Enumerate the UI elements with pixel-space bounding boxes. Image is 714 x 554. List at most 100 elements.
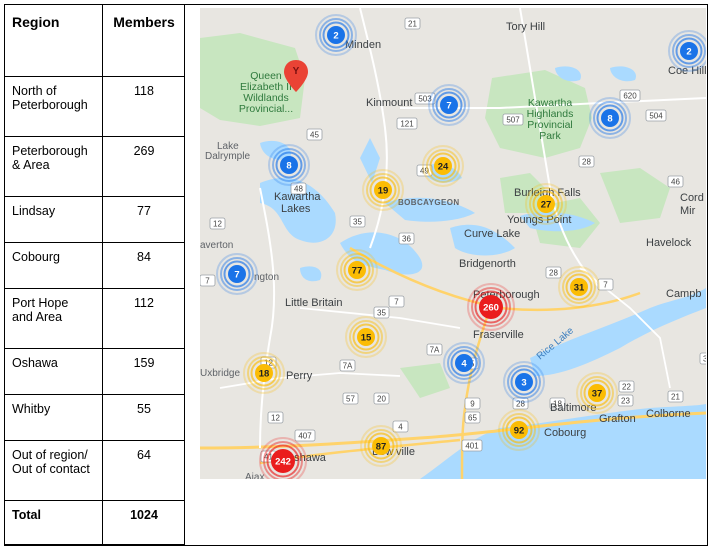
members-header: Members: [102, 4, 185, 77]
place-label: Mir: [680, 205, 696, 217]
park-label: Provincial: [527, 119, 573, 131]
marker-cluster-blue[interactable]: 3: [503, 361, 545, 403]
marker-cluster-blue[interactable]: 2: [315, 14, 357, 56]
route-shield: 18: [549, 397, 566, 410]
route-shield: 48: [290, 182, 307, 195]
route-shield: 65: [464, 411, 481, 424]
svg-text:Y: Y: [293, 66, 300, 77]
place-label: Lakes: [281, 203, 311, 215]
place-label: Little Britain: [285, 297, 342, 309]
marker-cluster-orange[interactable]: 18: [243, 352, 285, 394]
route-shield: 4: [392, 420, 409, 433]
marker-cluster-blue[interactable]: 8: [268, 144, 310, 186]
svg-text:45: 45: [310, 131, 319, 140]
route-shield: 503: [414, 92, 436, 105]
svg-text:48: 48: [294, 185, 303, 194]
route-shield: 35: [373, 306, 390, 319]
location-pin[interactable]: Y: [284, 60, 308, 92]
svg-text:18: 18: [553, 400, 562, 409]
marker-cluster-blue[interactable]: 2: [668, 30, 706, 72]
table-header-row: Region Members: [4, 4, 185, 77]
region-members-table: Region Members North of Peterborough 118 …: [4, 4, 185, 545]
members-cell: 64: [102, 440, 185, 501]
marker-cluster-blue[interactable]: 4: [443, 342, 485, 384]
svg-text:9: 9: [470, 400, 475, 409]
table-row: Port Hope and Area 112: [4, 288, 185, 349]
place-label: Lake: [217, 141, 239, 152]
route-shield: 12: [209, 217, 226, 230]
svg-text:18: 18: [259, 369, 270, 380]
place-label: Colborne: [646, 408, 691, 420]
park-label: Kawartha: [528, 97, 573, 109]
svg-text:620: 620: [623, 92, 637, 101]
marker-cluster-red[interactable]: 260: [467, 283, 515, 331]
route-shield: 121: [396, 117, 418, 130]
marker-cluster-orange[interactable]: 92: [498, 409, 540, 451]
place-label: Minden: [345, 39, 381, 51]
members-cell: 112: [102, 288, 185, 349]
marker-cluster-orange[interactable]: 87: [360, 425, 402, 467]
marker-cluster-blue[interactable]: 8: [589, 97, 631, 139]
marker-cluster-orange[interactable]: 15: [345, 316, 387, 358]
park-label: Highlands: [527, 108, 574, 120]
park-label: Queen: [250, 70, 282, 82]
place-label: Fraserville: [473, 329, 524, 341]
table-row: Cobourg 84: [4, 242, 185, 289]
marker-cluster-orange[interactable]: 77: [336, 249, 378, 291]
svg-text:27: 27: [541, 200, 552, 211]
place-label: ville: [396, 446, 415, 458]
table-row: Oshawa 159: [4, 348, 185, 395]
region-cell: Cobourg: [4, 242, 103, 289]
marker-cluster-red[interactable]: 242: [259, 437, 307, 479]
marker-cluster-orange[interactable]: 19: [362, 169, 404, 211]
table-row: Peterborough & Area 269: [4, 136, 185, 197]
place-label: Baltimore: [550, 402, 596, 414]
svg-text:28: 28: [549, 269, 558, 278]
place-label: Youngs Point: [507, 214, 571, 226]
total-label: Total: [4, 500, 103, 545]
place-label: Kinmount: [366, 97, 412, 109]
region-cell: Oshawa: [4, 348, 103, 395]
route-shield: 507: [502, 113, 524, 126]
svg-text:65: 65: [468, 414, 477, 423]
marker-cluster-orange[interactable]: 31: [558, 266, 600, 308]
svg-text:2: 2: [333, 31, 338, 42]
route-shield: 9: [464, 397, 481, 410]
svg-text:24: 24: [438, 162, 449, 173]
route-shield: 21: [404, 17, 421, 30]
members-cell: 269: [102, 136, 185, 197]
route-shield: 46: [667, 175, 684, 188]
marker-cluster-orange[interactable]: 27: [525, 183, 567, 225]
svg-text:407: 407: [298, 432, 312, 441]
place-label: Bridgenorth: [459, 258, 516, 270]
table-row: Lindsay 77: [4, 196, 185, 243]
region-cell: Whitby: [4, 394, 103, 441]
route-shield: 57: [342, 392, 359, 405]
svg-text:92: 92: [514, 426, 525, 437]
region-cell: Peterborough & Area: [4, 136, 103, 197]
place-label: ngton: [254, 272, 279, 283]
marker-cluster-orange[interactable]: 37: [576, 372, 618, 414]
park-label: Wildlands: [243, 92, 289, 104]
route-shield: 45: [306, 128, 323, 141]
members-cell: 77: [102, 196, 185, 243]
place-label: averton: [200, 240, 233, 251]
svg-text:28: 28: [582, 158, 591, 167]
marker-cluster-blue[interactable]: 7: [216, 253, 258, 295]
svg-text:3: 3: [521, 378, 526, 389]
svg-text:77: 77: [352, 266, 363, 277]
svg-text:57: 57: [346, 395, 355, 404]
marker-cluster-orange[interactable]: 24: [422, 145, 464, 187]
svg-text:22: 22: [622, 383, 631, 392]
route-shield: 28: [578, 155, 595, 168]
svg-text:7: 7: [446, 101, 451, 112]
svg-text:260: 260: [483, 303, 499, 314]
svg-text:12: 12: [271, 414, 280, 423]
marker-cluster-blue[interactable]: 7: [428, 84, 470, 126]
total-members: 1024: [102, 500, 185, 545]
svg-text:7: 7: [603, 281, 608, 290]
svg-text:19: 19: [378, 186, 389, 197]
member-distribution-map[interactable]: 21 503 121 507 620 504 45 28 49 46 48 12 35 36 7 7 28 7 35…: [200, 8, 706, 479]
